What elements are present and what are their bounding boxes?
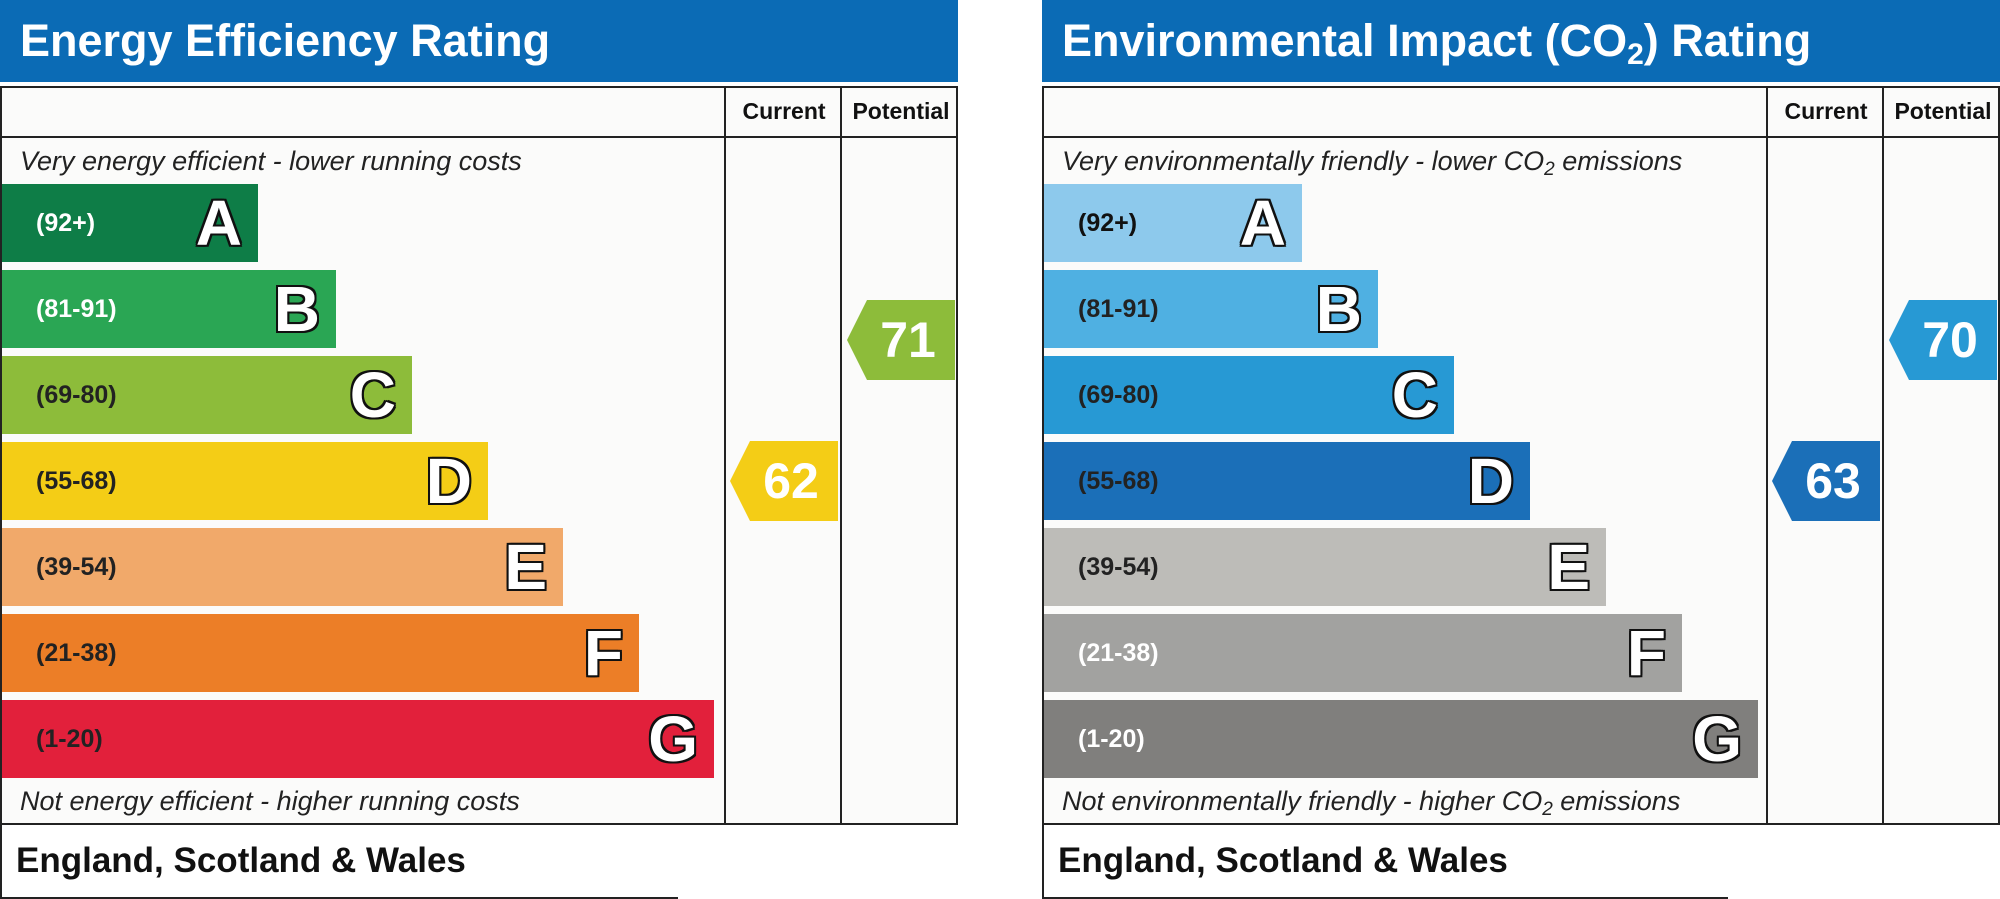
column-divider	[1882, 88, 1884, 823]
rating-band-c: (69-80) C	[1044, 356, 1454, 434]
band-letter: D	[1467, 445, 1514, 517]
footer-box: England, Scotland & Wales	[1042, 825, 1728, 899]
column-divider	[840, 88, 842, 823]
band-range-label: (92+)	[36, 209, 96, 237]
rating-band-a: (92+) A	[2, 184, 258, 262]
region-footer: England, Scotland & Wales	[1058, 841, 1508, 880]
bottom-caption: Not energy efficient - higher running co…	[20, 786, 520, 816]
band-letter: E	[504, 531, 547, 603]
potential-arrow-fill	[1889, 300, 1997, 380]
column-header-potential: Potential	[1894, 98, 1992, 124]
band-range-label: (39-54)	[36, 553, 117, 581]
rating-band-c: (69-80) C	[2, 356, 412, 434]
energy-efficiency-chart: Energy Efficiency Rating Current Potential…	[0, 0, 960, 899]
band-range-label: (92+)	[1078, 209, 1138, 237]
column-header-current: Current	[1784, 98, 1868, 124]
band-range-label: (21-38)	[36, 639, 117, 667]
header-rule	[2, 136, 956, 138]
band-letter: B	[273, 273, 320, 345]
band-range-label: (1-20)	[1078, 725, 1145, 753]
potential-arrow-shape	[847, 300, 955, 380]
bottom-caption: Not environmentally friendly - higher CO…	[1062, 786, 1681, 820]
rating-band-f: (21-38) F	[1044, 614, 1682, 692]
rating-band-b: (81-91) B	[2, 270, 336, 348]
band-letter: F	[583, 617, 623, 689]
potential-rating-arrow: 71	[847, 300, 955, 380]
column-header-current: Current	[742, 98, 826, 124]
band-letter: A	[195, 187, 242, 259]
rating-band-g: (1-20) G	[1044, 700, 1758, 778]
band-range-label: (69-80)	[36, 381, 117, 409]
potential-rating-value: 70	[1922, 312, 1978, 368]
potential-arrow-shape	[1889, 300, 1997, 380]
band-range-label: (81-91)	[36, 295, 117, 323]
band-letter: G	[648, 703, 698, 775]
band-letter: A	[1239, 187, 1286, 259]
environmental-impact-chart: Environmental Impact (CO2) Rating Current…	[1042, 0, 2000, 899]
column-divider	[1766, 88, 1768, 823]
band-range-label: (55-68)	[1078, 467, 1159, 495]
band-letter: C	[349, 359, 396, 431]
top-caption: Very energy efficient - lower running co…	[20, 146, 522, 176]
band-range-label: (1-20)	[36, 725, 103, 753]
region-footer: England, Scotland & Wales	[16, 841, 466, 880]
potential-rating-value: 71	[880, 312, 936, 368]
current-arrow-shape	[1772, 441, 1880, 521]
current-rating-arrow: 62	[730, 441, 838, 521]
rating-band-f: (21-38) F	[2, 614, 639, 692]
band-letter: B	[1315, 273, 1362, 345]
rating-band-d: (55-68) D	[1044, 442, 1530, 520]
header-rule	[1044, 136, 1998, 138]
rating-band-g: (1-20) G	[2, 700, 714, 778]
band-letter: D	[425, 445, 472, 517]
footer-box: England, Scotland & Wales	[0, 825, 678, 899]
band-letter: G	[1692, 703, 1742, 775]
top-caption: Very environmentally friendly - lower CO…	[1062, 146, 1683, 180]
current-rating-value: 62	[763, 453, 819, 509]
band-range-label: (21-38)	[1078, 639, 1159, 667]
rating-band-e: (39-54) E	[1044, 528, 1606, 606]
rating-band-b: (81-91) B	[1044, 270, 1378, 348]
rating-band-e: (39-54) E	[2, 528, 563, 606]
band-range-label: (55-68)	[36, 467, 117, 495]
band-letter: C	[1391, 359, 1438, 431]
band-range-label: (81-91)	[1078, 295, 1159, 323]
current-arrow-fill	[1772, 441, 1880, 521]
current-rating-arrow: 63	[1772, 441, 1880, 521]
potential-arrow-fill	[847, 300, 955, 380]
current-arrow-shape	[730, 441, 838, 521]
rating-band-d: (55-68) D	[2, 442, 488, 520]
band-range-label: (69-80)	[1078, 381, 1159, 409]
rating-band-a: (92+) A	[1044, 184, 1302, 262]
chart-title: Energy Efficiency Rating	[0, 0, 958, 82]
current-rating-value: 63	[1805, 453, 1861, 509]
chart-title: Environmental Impact (CO2) Rating	[1042, 0, 2000, 82]
current-arrow-fill	[730, 441, 838, 521]
potential-rating-arrow: 70	[1889, 300, 1997, 380]
column-header-potential: Potential	[852, 98, 950, 124]
column-divider	[724, 88, 726, 823]
band-letter: E	[1547, 531, 1590, 603]
band-letter: F	[1626, 617, 1666, 689]
band-range-label: (39-54)	[1078, 553, 1159, 581]
